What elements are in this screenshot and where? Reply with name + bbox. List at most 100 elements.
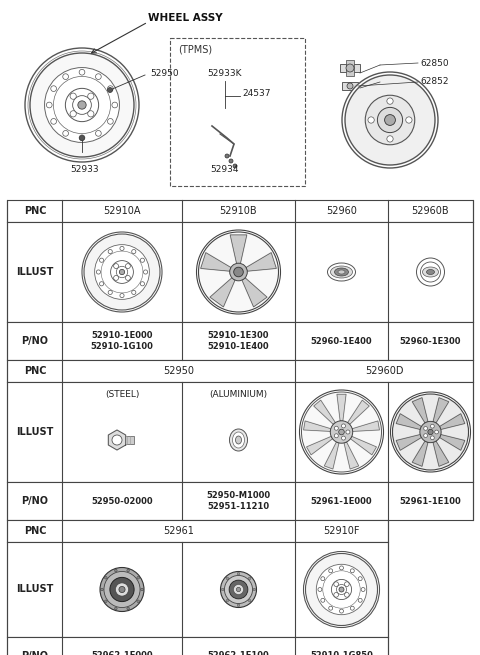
Circle shape: [30, 53, 134, 157]
Text: 52933: 52933: [71, 166, 99, 174]
Circle shape: [28, 51, 136, 159]
Text: 52910B: 52910B: [220, 206, 257, 216]
Circle shape: [51, 119, 57, 124]
Circle shape: [345, 582, 349, 586]
Text: 52961: 52961: [163, 526, 194, 536]
Polygon shape: [314, 400, 336, 424]
Bar: [122, 436, 134, 444]
Polygon shape: [412, 398, 428, 423]
Circle shape: [229, 159, 233, 163]
Polygon shape: [230, 235, 247, 263]
Circle shape: [80, 136, 84, 141]
Text: P/NO: P/NO: [22, 336, 48, 346]
Polygon shape: [433, 398, 449, 423]
Polygon shape: [246, 253, 276, 271]
Text: 24537: 24537: [242, 88, 271, 98]
Circle shape: [431, 436, 434, 440]
Circle shape: [358, 598, 362, 603]
Ellipse shape: [232, 432, 244, 448]
Circle shape: [391, 392, 470, 472]
Circle shape: [225, 154, 229, 158]
Circle shape: [393, 394, 468, 470]
Circle shape: [303, 552, 380, 627]
Polygon shape: [348, 400, 369, 424]
Text: 52960-1E300: 52960-1E300: [400, 337, 461, 345]
Circle shape: [63, 130, 69, 136]
Circle shape: [96, 270, 100, 274]
Text: ILLUST: ILLUST: [16, 267, 54, 277]
Text: 52910A: 52910A: [103, 206, 141, 216]
Polygon shape: [324, 442, 339, 469]
Circle shape: [346, 64, 354, 72]
Circle shape: [341, 424, 346, 428]
Circle shape: [51, 86, 57, 92]
Polygon shape: [350, 436, 376, 455]
Circle shape: [435, 430, 439, 434]
Text: PNC: PNC: [24, 526, 46, 536]
Circle shape: [127, 607, 130, 610]
Polygon shape: [210, 278, 235, 307]
Circle shape: [334, 593, 338, 597]
Text: 52910-1E000
52910-1G100: 52910-1E000 52910-1G100: [91, 331, 154, 350]
Circle shape: [420, 262, 441, 282]
Circle shape: [110, 578, 134, 601]
Circle shape: [116, 267, 128, 278]
Text: (TPMS): (TPMS): [178, 44, 212, 54]
Circle shape: [114, 263, 119, 269]
Polygon shape: [352, 421, 380, 432]
Circle shape: [119, 586, 125, 593]
Circle shape: [105, 576, 107, 579]
Bar: [76, 153, 82, 157]
Ellipse shape: [335, 268, 348, 276]
Circle shape: [387, 98, 393, 104]
Circle shape: [100, 567, 144, 612]
Text: P/NO: P/NO: [22, 496, 48, 506]
Circle shape: [253, 588, 256, 591]
Circle shape: [249, 577, 251, 580]
Polygon shape: [396, 434, 421, 450]
Bar: [7, 637, 388, 655]
Circle shape: [233, 164, 237, 168]
Circle shape: [301, 392, 382, 472]
Circle shape: [110, 261, 133, 284]
Text: 62852: 62852: [420, 77, 448, 86]
Circle shape: [329, 607, 333, 610]
Circle shape: [361, 588, 365, 591]
Bar: [340, 64, 360, 72]
Circle shape: [368, 117, 374, 123]
Circle shape: [47, 102, 52, 108]
Circle shape: [115, 607, 117, 610]
Circle shape: [237, 572, 240, 575]
Circle shape: [316, 565, 367, 614]
Text: 52910F: 52910F: [323, 526, 360, 536]
Circle shape: [345, 593, 349, 597]
Text: (ALUMINIUM): (ALUMINIUM): [209, 390, 267, 398]
Text: 52962-1E000: 52962-1E000: [91, 652, 153, 655]
Circle shape: [323, 571, 360, 608]
Circle shape: [339, 429, 344, 435]
Circle shape: [424, 434, 428, 438]
Circle shape: [72, 96, 91, 115]
Ellipse shape: [331, 266, 352, 278]
Text: PNC: PNC: [24, 366, 46, 376]
Circle shape: [321, 576, 325, 581]
Circle shape: [335, 426, 338, 430]
Text: 52960: 52960: [326, 206, 357, 216]
Circle shape: [347, 83, 353, 89]
Ellipse shape: [422, 267, 439, 277]
Bar: [0, 0, 480, 200]
Circle shape: [105, 600, 107, 603]
Polygon shape: [201, 253, 231, 271]
Circle shape: [132, 290, 136, 295]
Circle shape: [233, 584, 243, 595]
Circle shape: [140, 258, 144, 262]
Polygon shape: [303, 421, 331, 432]
Circle shape: [78, 101, 86, 109]
Circle shape: [335, 434, 338, 438]
Circle shape: [424, 426, 428, 430]
Text: PNC: PNC: [24, 206, 46, 216]
Circle shape: [115, 569, 117, 572]
Circle shape: [108, 250, 112, 253]
Bar: [7, 382, 473, 482]
Circle shape: [365, 95, 415, 145]
